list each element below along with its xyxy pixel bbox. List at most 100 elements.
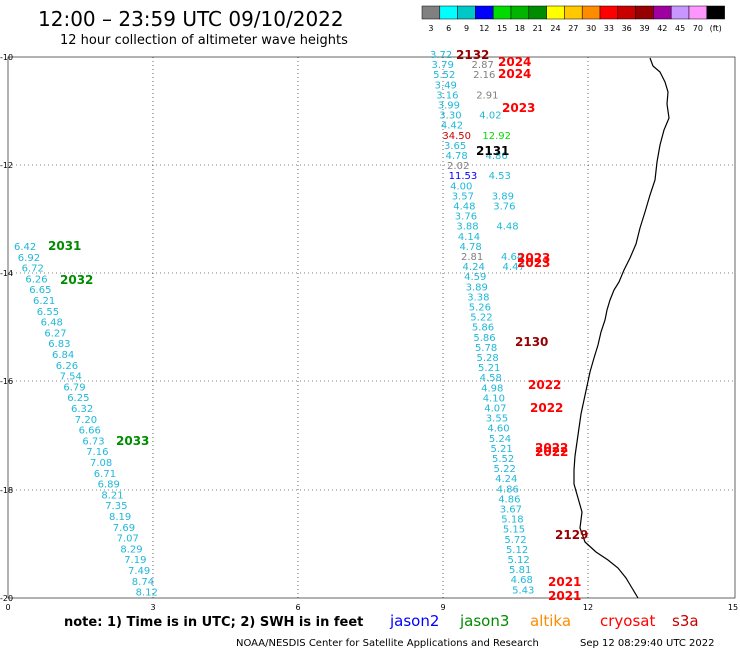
- swh-observation: 2.87: [472, 60, 494, 71]
- swh-observation: 5.21: [490, 444, 512, 455]
- legend-swatch: [510, 5, 530, 20]
- swh-observation: 7.20: [75, 415, 97, 426]
- swh-observation: 6.25: [67, 393, 89, 404]
- swh-observation: 3.99: [438, 101, 460, 112]
- swh-observation: 6.21: [33, 296, 55, 307]
- swh-observation: 2.02: [447, 161, 469, 172]
- y-tick-label: -18: [0, 486, 13, 495]
- legend-swatch: [635, 5, 654, 20]
- swh-observation: 4.42: [441, 121, 463, 132]
- swh-observation: 3.30: [439, 111, 461, 122]
- pass-label: 2024: [498, 55, 531, 69]
- satellite-label: jason2: [389, 612, 439, 630]
- swh-observation: 8.12: [136, 588, 158, 599]
- swh-observation: 6.89: [98, 480, 120, 491]
- x-tick-label: 3: [150, 603, 155, 612]
- legend-label: 36: [622, 24, 632, 33]
- pass-label: 2032: [60, 273, 93, 287]
- pass-labels: 2132 202420242023213120232023213020222022…: [48, 48, 588, 603]
- swh-observation: 5.81: [509, 565, 531, 576]
- swh-observation: 4.10: [483, 393, 505, 404]
- pass-label: 2021: [548, 589, 581, 603]
- swh-observation: 6.48: [41, 318, 63, 329]
- legend-swatch: [670, 5, 690, 20]
- legend-swatch: [581, 5, 601, 20]
- swh-observation: 7.08: [90, 458, 112, 469]
- y-tick-label: -10: [0, 53, 13, 62]
- y-tick-label: -16: [0, 377, 13, 386]
- swh-observation: 4.60: [487, 424, 509, 435]
- legend-swatch: [688, 5, 708, 20]
- satellite-legend: jason2 jason3 altika cryosat s3a: [389, 612, 699, 630]
- west-track-labels: 6.426.926.726.266.656.216.556.486.276.83…: [14, 242, 158, 599]
- swh-observation: 4.98: [481, 383, 503, 394]
- swh-observation: 3.72: [430, 50, 452, 61]
- swh-observation: 7.19: [124, 555, 146, 566]
- legend-swatch: [653, 5, 672, 20]
- swh-observation: 6.26: [56, 361, 78, 372]
- swh-observation: 5.78: [475, 343, 497, 354]
- swh-observation: 4.48: [453, 202, 475, 213]
- pass-label: 2021: [548, 575, 581, 589]
- swh-observation: 2.91: [476, 90, 498, 101]
- legend-label: 27: [568, 24, 578, 33]
- swh-observation: 4.07: [484, 404, 506, 415]
- x-tick-label: 12: [583, 603, 593, 612]
- swh-observation: 6.83: [48, 339, 70, 350]
- swh-observation: 3.55: [486, 414, 508, 425]
- swh-observation: 5.86: [473, 333, 495, 344]
- legend-label: 3: [428, 24, 433, 33]
- swh-observation: 6.65: [29, 285, 51, 296]
- y-tick-label: -14: [0, 269, 13, 278]
- swh-observation: 2.16: [473, 70, 495, 81]
- swh-observation: 2.81: [461, 252, 483, 263]
- swh-observation: 4.68: [511, 575, 533, 586]
- swh-observation: 5.86: [472, 323, 494, 334]
- swh-observation: 12.92: [482, 131, 511, 142]
- swh-observation: 4.00: [450, 181, 472, 192]
- swh-observation: 4.86: [497, 484, 519, 495]
- color-legend: 3 6 9 12 15 18 21 24 27 30 33 36 39 42 45 70 (ft): [421, 5, 725, 33]
- legend-swatch: [439, 5, 458, 20]
- pass-label: 2022: [528, 378, 561, 392]
- satellite-label: cryosat: [600, 612, 655, 630]
- footer-timestamp: Sep 12 08:29:40 UTC 2022: [580, 638, 714, 649]
- swh-observation: 34.50: [442, 131, 471, 142]
- swh-observation: 4.48: [496, 222, 518, 233]
- pass-label: 2023: [517, 256, 550, 270]
- swh-observation: 5.15: [503, 525, 525, 536]
- swh-observation: 6.27: [44, 328, 66, 339]
- swh-observation: 6.79: [63, 382, 85, 393]
- coastline: [573, 57, 670, 599]
- swh-observation: 6.84: [52, 350, 74, 361]
- legend-swatch: [528, 5, 547, 20]
- legend-label: 45: [675, 24, 685, 33]
- legend-label: 12: [479, 24, 489, 33]
- pass-label: 2132: [456, 48, 489, 62]
- legend-label: 15: [497, 24, 507, 33]
- legend-swatch: [475, 5, 494, 20]
- legend-label: 33: [604, 24, 614, 33]
- swh-observation: 3.16: [436, 90, 458, 101]
- swh-observation: 4.59: [464, 272, 486, 283]
- swh-observation: 7.35: [105, 501, 127, 512]
- swh-observation: 3.49: [435, 80, 457, 91]
- swh-observation: 5.18: [501, 515, 523, 526]
- swh-observation: 4.86: [498, 494, 520, 505]
- legend-swatch: [457, 5, 476, 20]
- swh-observation: 3.67: [500, 505, 522, 516]
- pass-label: 2131: [476, 144, 509, 158]
- swh-observation: 4.78: [459, 242, 481, 253]
- x-tick-label: 15: [728, 603, 738, 612]
- legend-label: 18: [515, 24, 525, 33]
- swh-observation: 5.22: [494, 464, 516, 475]
- swh-observation: 5.26: [469, 303, 491, 314]
- legend-label: 42: [657, 24, 667, 33]
- swh-observation: 4.53: [489, 171, 511, 182]
- swh-observation: 7.16: [86, 447, 108, 458]
- swh-observation: 3.89: [492, 191, 514, 202]
- footer-credit: NOAA/NESDIS Center for Satellite Applica…: [236, 638, 539, 649]
- satellite-label: jason3: [459, 612, 509, 630]
- swh-observation: 6.66: [79, 426, 101, 437]
